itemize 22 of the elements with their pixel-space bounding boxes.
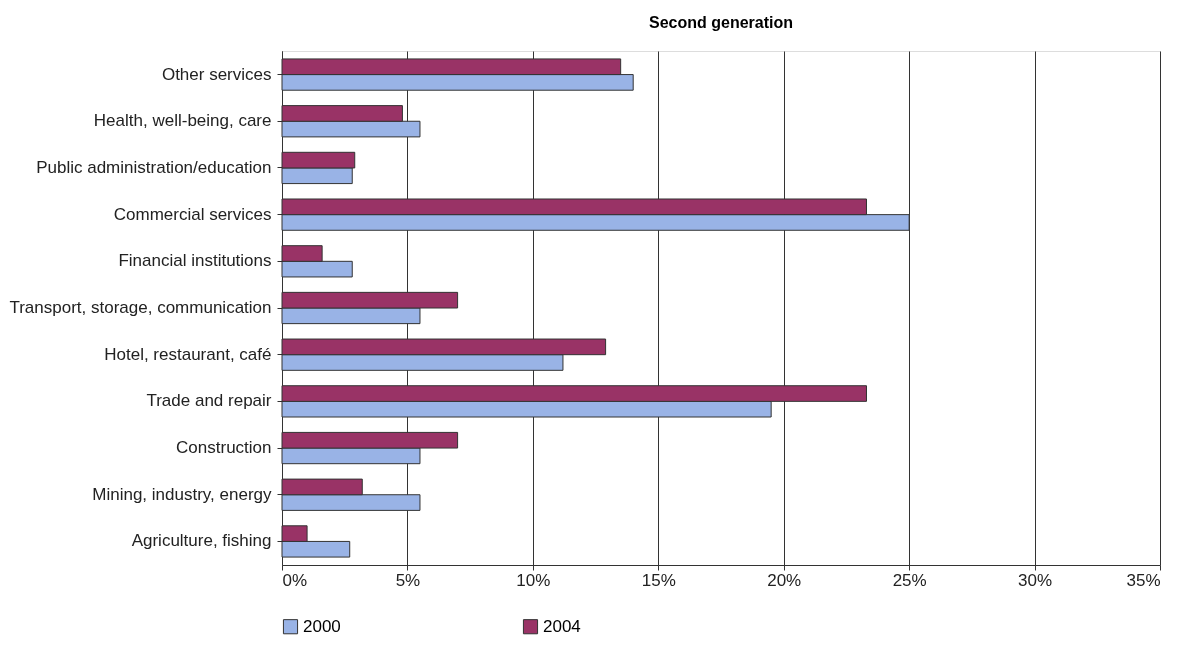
y-tick-label: Mining, industry, energy: [92, 484, 272, 504]
y-tick-label: Hotel, restaurant, café: [104, 344, 272, 364]
x-tick-label: 30%: [1018, 570, 1053, 590]
y-tick-label: Trade and repair: [146, 391, 272, 411]
y-tick-label: Public administration/education: [36, 157, 272, 177]
chart-title: Second generation: [648, 14, 794, 31]
y-tick-label: Transport, storage, communication: [9, 298, 272, 317]
legend-label: 2004: [543, 616, 581, 636]
y-tick-label: Health, well-being, care: [93, 111, 272, 131]
x-tick-label: 0%: [282, 570, 308, 590]
x-tick-label: 25%: [892, 570, 927, 590]
y-tick-label: Construction: [176, 438, 272, 458]
x-tick-label: 5%: [395, 570, 421, 590]
x-tick-label: 20%: [767, 570, 802, 590]
x-tick-label: 35%: [1126, 570, 1161, 590]
y-tick-label: Other services: [161, 64, 272, 84]
legend-label: 2000: [303, 616, 341, 636]
y-tick-label: Financial institutions: [118, 251, 272, 271]
y-tick-label: Agriculture, fishing: [131, 531, 272, 551]
y-tick-label: Commercial services: [113, 204, 272, 224]
x-tick-label: 10%: [516, 570, 551, 590]
x-tick-label: 15%: [641, 570, 676, 590]
